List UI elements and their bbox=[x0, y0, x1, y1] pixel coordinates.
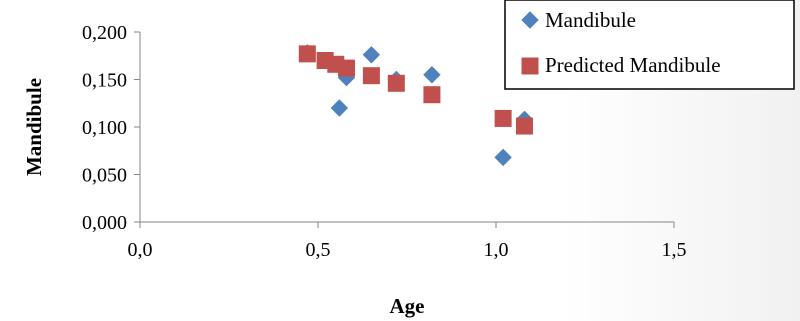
predicted-mandibule-point bbox=[362, 67, 380, 85]
mandibule-point bbox=[362, 46, 381, 64]
mandibule-point bbox=[330, 99, 349, 117]
series-predicted-mandibule bbox=[298, 45, 533, 135]
mandibule-point bbox=[494, 148, 512, 167]
legend-diamond-icon bbox=[521, 11, 539, 29]
y-tick-label: 0,100 bbox=[82, 117, 127, 139]
plot-area: 0,000 0,050 0,100 0,150 0,200 0,0 0,5 1,0 1,5 bbox=[82, 22, 687, 261]
x-axis-title: Age bbox=[390, 294, 425, 318]
legend-box bbox=[504, 0, 795, 90]
predicted-mandibule-point bbox=[423, 86, 441, 104]
predicted-mandibule-point bbox=[387, 74, 405, 92]
predicted-mandibule-point bbox=[494, 109, 512, 127]
series-layer bbox=[298, 44, 534, 167]
y-tick-label: 0,050 bbox=[82, 165, 127, 187]
x-tick-label: 0,0 bbox=[128, 239, 153, 261]
predicted-mandibule-point bbox=[298, 45, 316, 63]
y-axis-ticks: 0,000 0,050 0,100 0,150 0,200 bbox=[82, 22, 140, 234]
legend-square-icon bbox=[521, 57, 539, 75]
legend-items: Mandibule Predicted Mandibule bbox=[521, 8, 721, 77]
legend-label: Mandibule bbox=[545, 8, 636, 32]
y-tick-label: 0,000 bbox=[82, 212, 127, 234]
mandibule-point bbox=[423, 66, 441, 84]
y-tick-label: 0,200 bbox=[82, 22, 127, 44]
legend: Mandibule Predicted Mandibule bbox=[504, 0, 795, 90]
x-tick-label: 0,5 bbox=[306, 239, 331, 261]
y-axis-title: Mandibule bbox=[22, 78, 46, 176]
y-tick-label: 0,150 bbox=[82, 70, 127, 92]
x-tick-label: 1,5 bbox=[662, 239, 687, 261]
predicted-mandibule-point bbox=[337, 59, 355, 77]
x-axis-ticks: 0,0 0,5 1,0 1,5 bbox=[128, 222, 687, 261]
legend-label: Predicted Mandibule bbox=[545, 53, 721, 77]
predicted-mandibule-point bbox=[515, 117, 533, 135]
x-tick-label: 1,0 bbox=[484, 239, 509, 261]
